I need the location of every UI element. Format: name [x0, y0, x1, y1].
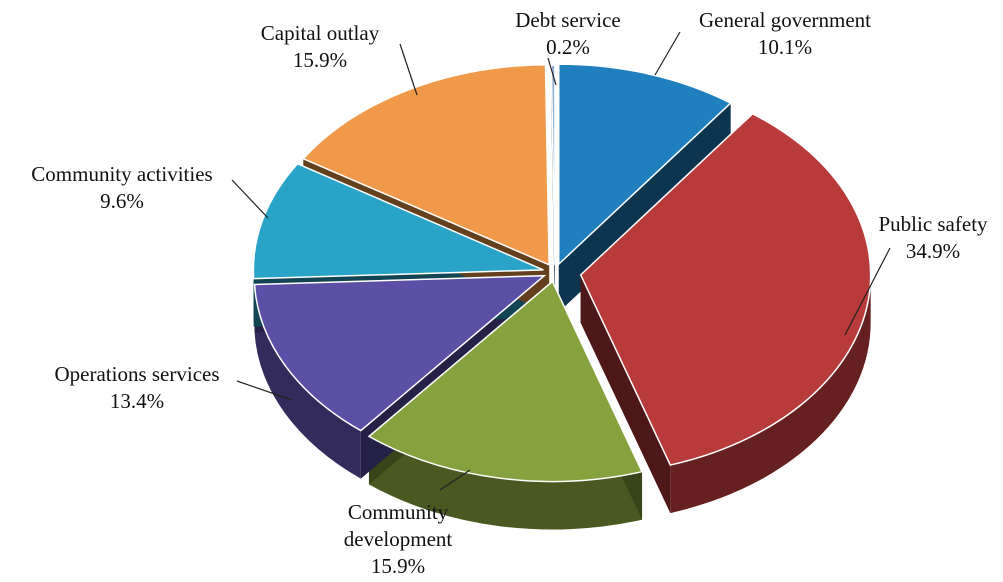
- label-public-safety: Public safety: [878, 212, 988, 236]
- label-community-development-line2: development: [344, 527, 453, 551]
- label-debt-service: Debt service: [515, 8, 621, 32]
- slice-cut-public-safety-1: [580, 274, 671, 514]
- label-capital-outlay: Capital outlay: [261, 21, 380, 45]
- slice-public-safety: [579, 112, 872, 466]
- value-capital-outlay: 15.9%: [293, 48, 347, 72]
- leader-line-operations-services: [236, 380, 293, 401]
- label-community-activities: Community activities: [31, 162, 212, 186]
- slice-side-public-safety: [670, 274, 871, 514]
- leader-line-public-safety: [844, 247, 891, 336]
- slice-operations-services: [253, 274, 547, 432]
- slice-capital-outlay: [302, 64, 550, 266]
- leader-lines: [231, 31, 891, 491]
- value-community-activities: 9.6%: [100, 189, 144, 213]
- label-community-development-line1: Community: [348, 500, 449, 524]
- value-general-government: 10.1%: [758, 35, 812, 59]
- leader-line-debt-service: [547, 57, 557, 86]
- slice-side-operations-services: [254, 284, 361, 479]
- leader-line-community-activities: [231, 179, 269, 219]
- value-community-development: 15.9%: [371, 554, 425, 578]
- value-debt-service: 0.2%: [546, 35, 590, 59]
- slice-debt-service: [550, 64, 556, 266]
- label-operations-services: Operations services: [54, 362, 219, 386]
- label-general-government: General government: [699, 8, 871, 32]
- slice-community-activities: [252, 162, 544, 280]
- value-public-safety: 34.9%: [906, 239, 960, 263]
- slice-general-government: [557, 63, 732, 266]
- slice-community-development: [367, 280, 644, 483]
- leader-line-capital-outlay: [399, 43, 418, 96]
- slice-tops: [252, 63, 872, 483]
- slice-side-community-development: [368, 436, 643, 530]
- value-operations-services: 13.4%: [110, 389, 164, 413]
- leader-line-general-government: [654, 31, 681, 76]
- leader-line-community-development: [439, 469, 471, 491]
